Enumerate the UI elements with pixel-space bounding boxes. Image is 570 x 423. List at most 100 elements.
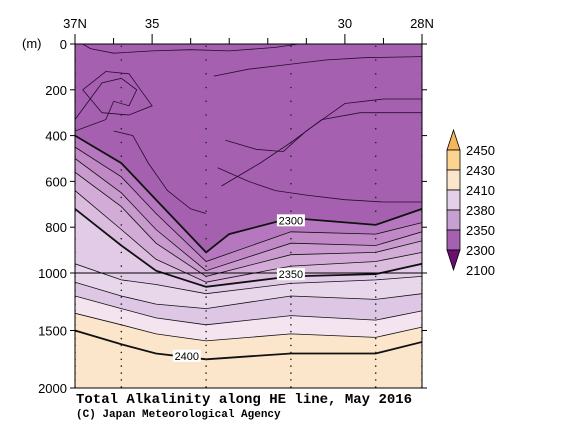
station-point: [290, 169, 292, 171]
station-point: [205, 324, 207, 326]
station-point: [290, 303, 292, 305]
contour-line-2300: [75, 134, 422, 254]
contour-line-2360: [75, 263, 422, 295]
station-point: [374, 324, 377, 326]
station-point: [120, 317, 123, 319]
station-point: [205, 45, 207, 48]
station-point: [374, 344, 377, 347]
station-point: [374, 379, 377, 381]
station-point: [120, 330, 123, 333]
station-point: [205, 386, 207, 388]
contour-line-2320: [75, 158, 422, 272]
station-point: [374, 114, 377, 116]
station-point: [120, 237, 123, 240]
station-point: [374, 127, 377, 130]
station-point: [374, 224, 377, 226]
station-point: [120, 114, 123, 116]
station-point: [290, 86, 292, 89]
station-point: [120, 224, 123, 226]
station-point: [205, 251, 207, 254]
station-point: [374, 282, 377, 285]
station-point: [290, 330, 292, 333]
station-point: [290, 296, 292, 298]
station-point: [290, 45, 292, 48]
x-tick-label: 35: [145, 16, 159, 31]
station-point: [205, 344, 207, 347]
station-point: [205, 169, 207, 171]
contour-line-2370: [75, 281, 422, 310]
interior-contour-7: [217, 167, 422, 203]
station-point: [290, 372, 292, 374]
station-point: [374, 45, 377, 48]
station-point: [205, 73, 207, 75]
station-markers: [75, 45, 422, 388]
station-point: [120, 59, 123, 61]
interior-contour-1: [82, 71, 153, 116]
station-point: [374, 310, 377, 312]
contour-label: 2300: [279, 215, 303, 227]
colorbar-label: 2350: [466, 223, 495, 238]
station-point: [120, 196, 123, 199]
chart-credit: (C) Japan Meteorological Agency: [76, 409, 281, 421]
station-point: [290, 365, 292, 367]
station-point: [205, 310, 207, 312]
colorbar-segment: [446, 149, 461, 171]
station-point: [374, 303, 377, 305]
colorbar-label: 2300: [466, 243, 495, 258]
station-point: [290, 344, 292, 347]
station-point: [120, 351, 123, 354]
station-point: [205, 210, 207, 212]
y-tick-label: 1500: [38, 324, 67, 339]
station-point: [120, 127, 123, 130]
station-point: [290, 73, 292, 75]
station-point: [290, 358, 292, 361]
contour-labels: 2300 2350 2400: [172, 214, 305, 363]
station-point: [120, 45, 123, 48]
station-point: [290, 289, 292, 292]
station-point: [205, 224, 207, 226]
station-point: [205, 196, 207, 199]
station-point: [120, 379, 123, 381]
station-point: [374, 365, 377, 367]
station-point: [205, 358, 207, 361]
y-tick-label: 200: [45, 83, 67, 98]
station-point: [120, 210, 123, 212]
station-point: [290, 265, 292, 267]
y-tick-label: 2000: [38, 381, 67, 396]
colorbar-segment: [446, 169, 461, 191]
station-point: [120, 337, 123, 340]
interior-contour-0: [82, 44, 299, 54]
station-point: [374, 100, 377, 103]
station-point: [374, 386, 377, 388]
station-point: [120, 73, 123, 75]
station-point: [205, 155, 207, 157]
contour-label-bg: [172, 349, 201, 362]
station-point: [205, 182, 207, 185]
axes: 0 200 400 600 800 1000 1500 2000 37N 35 30 28N: [38, 16, 434, 396]
interior-contour-3: [113, 130, 207, 214]
colorbar-bottom-arrow: [446, 249, 461, 272]
station-point: [120, 296, 123, 298]
station-point: [290, 114, 292, 116]
colorbar-label: 2100: [466, 263, 495, 278]
station-point: [120, 289, 123, 292]
station-point: [290, 251, 292, 254]
station-point: [374, 296, 377, 298]
station-point: [290, 282, 292, 285]
colorbar-label: 2380: [466, 203, 495, 218]
contour-label: 2400: [175, 351, 199, 363]
station-point: [290, 210, 292, 212]
station-point: [205, 114, 207, 116]
station-point: [205, 100, 207, 103]
x-tick-label: 30: [338, 16, 352, 31]
colorbar-label: 2430: [466, 163, 495, 178]
station-point: [205, 296, 207, 298]
station-point: [290, 196, 292, 199]
station-point: [374, 265, 377, 267]
station-point: [120, 303, 123, 305]
station-point: [205, 372, 207, 374]
station-point: [374, 275, 377, 278]
station-point: [290, 324, 292, 326]
station-point: [374, 237, 377, 240]
